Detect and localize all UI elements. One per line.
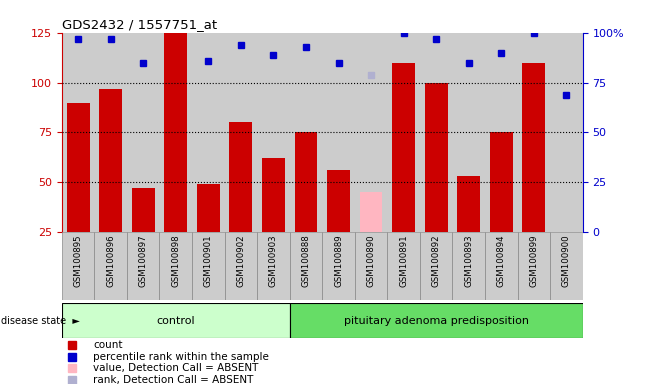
Bar	[452, 232, 485, 300]
Bar	[387, 232, 420, 300]
Bar	[387, 33, 420, 232]
Bar	[229, 122, 252, 232]
Text: GSM100901: GSM100901	[204, 234, 213, 287]
Text: disease state  ►: disease state ►	[1, 316, 80, 326]
Bar	[225, 232, 257, 300]
Bar	[94, 33, 127, 232]
Bar	[518, 33, 550, 232]
Bar	[132, 189, 154, 232]
Bar	[127, 232, 159, 300]
Bar	[290, 232, 322, 300]
Bar	[420, 33, 452, 232]
Bar	[490, 132, 513, 232]
Text: pituitary adenoma predisposition: pituitary adenoma predisposition	[344, 316, 529, 326]
Bar	[550, 33, 583, 232]
Bar	[322, 232, 355, 300]
Bar	[192, 232, 225, 300]
Text: GSM100897: GSM100897	[139, 234, 148, 287]
Bar	[127, 33, 159, 232]
Bar	[94, 232, 127, 300]
Bar	[257, 232, 290, 300]
Text: GSM100892: GSM100892	[432, 234, 441, 287]
Bar	[62, 33, 94, 232]
Bar	[550, 232, 583, 300]
Bar	[99, 89, 122, 232]
Bar	[262, 159, 285, 232]
Text: GSM100899: GSM100899	[529, 234, 538, 287]
Bar	[290, 303, 583, 338]
Bar	[457, 176, 480, 232]
Bar	[392, 63, 415, 232]
Bar	[485, 33, 518, 232]
Bar	[62, 303, 290, 338]
Bar	[359, 192, 382, 232]
Bar	[257, 33, 290, 232]
Text: GSM100902: GSM100902	[236, 234, 245, 287]
Bar	[67, 103, 90, 232]
Text: GSM100891: GSM100891	[399, 234, 408, 287]
Bar	[424, 83, 447, 232]
Text: GSM100900: GSM100900	[562, 234, 571, 287]
Text: percentile rank within the sample: percentile rank within the sample	[93, 352, 269, 362]
Text: GSM100896: GSM100896	[106, 234, 115, 287]
Text: GSM100903: GSM100903	[269, 234, 278, 287]
Text: count: count	[93, 340, 122, 350]
Text: GDS2432 / 1557751_at: GDS2432 / 1557751_at	[62, 18, 217, 31]
Text: GSM100893: GSM100893	[464, 234, 473, 287]
Bar	[327, 170, 350, 232]
Bar	[290, 33, 322, 232]
Bar	[322, 33, 355, 232]
Text: GSM100894: GSM100894	[497, 234, 506, 287]
Bar	[485, 232, 518, 300]
Bar	[294, 132, 318, 232]
Bar	[355, 33, 387, 232]
Bar	[452, 33, 485, 232]
Text: GSM100895: GSM100895	[74, 234, 83, 287]
Text: GSM100890: GSM100890	[367, 234, 376, 287]
Bar	[225, 33, 257, 232]
Text: control: control	[156, 316, 195, 326]
Bar	[197, 184, 220, 232]
Bar	[62, 232, 94, 300]
Bar	[420, 232, 452, 300]
Text: value, Detection Call = ABSENT: value, Detection Call = ABSENT	[93, 363, 258, 373]
Text: GSM100888: GSM100888	[301, 234, 311, 287]
Text: rank, Detection Call = ABSENT: rank, Detection Call = ABSENT	[93, 374, 253, 384]
Bar	[192, 33, 225, 232]
Bar	[355, 232, 387, 300]
Bar	[164, 33, 187, 232]
Text: GSM100889: GSM100889	[334, 234, 343, 287]
Bar	[518, 232, 550, 300]
Bar	[522, 63, 545, 232]
Text: GSM100898: GSM100898	[171, 234, 180, 287]
Bar	[159, 232, 192, 300]
Bar	[159, 33, 192, 232]
